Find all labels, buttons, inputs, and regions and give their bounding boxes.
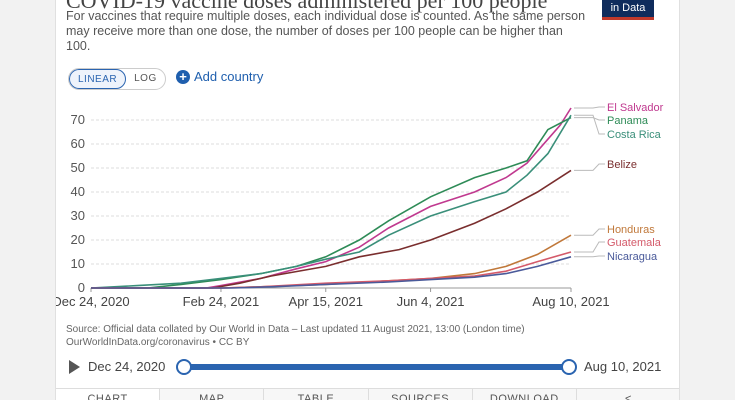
- tab-map[interactable]: MAP: [160, 389, 265, 400]
- timeline-end-label: Aug 10, 2021: [584, 359, 662, 374]
- y-tick-label: 40: [71, 184, 85, 199]
- timeline-start-handle[interactable]: [176, 359, 192, 375]
- series-label: Costa Rica: [607, 129, 662, 141]
- y-tick-label: 30: [71, 208, 85, 223]
- series-label: Belize: [607, 159, 637, 171]
- series-label: Honduras: [607, 224, 655, 236]
- series-label: Panama: [607, 115, 649, 127]
- legend-connector: [574, 106, 605, 109]
- chart-card: COVID-19 vaccine doses administered per …: [55, 0, 680, 400]
- tab-share[interactable]: <: [576, 389, 679, 400]
- series-line: [91, 234, 572, 289]
- line-chart[interactable]: 0 10 20 30 40 50 60 70 Dec 24, 2020 Feb 24, 2021 A…: [56, 100, 680, 318]
- legend-connector: [574, 255, 605, 258]
- x-tick-label: Dec 24, 2020: [56, 294, 130, 309]
- y-tick-label: 50: [71, 160, 85, 175]
- legend-connector: [574, 241, 605, 253]
- tab-bar: CHART MAP TABLE SOURCES DOWNLOAD <: [56, 388, 679, 400]
- chart-title: COVID-19 vaccine doses administered per …: [66, 0, 548, 13]
- source-note: Source: Official data collated by Our Wo…: [66, 323, 626, 349]
- series-line: [91, 116, 572, 289]
- add-country-label: Add country: [194, 69, 264, 84]
- share-icon: <: [624, 393, 632, 400]
- series-line: [91, 107, 572, 289]
- legend-connector: [574, 117, 605, 121]
- timeline-track[interactable]: [184, 364, 569, 370]
- y-tick-label: 60: [71, 136, 85, 151]
- tab-download[interactable]: DOWNLOAD: [472, 389, 577, 400]
- timeline: Dec 24, 2020 Aug 10, 2021: [66, 358, 676, 378]
- y-tick-label: 0: [78, 280, 85, 295]
- y-tick-label: 20: [71, 232, 85, 247]
- series-line: [90, 114, 572, 289]
- timeline-start-label: Dec 24, 2020: [88, 359, 166, 374]
- chart-subtitle: For vaccines that require multiple doses…: [66, 9, 586, 53]
- source-line-1: Source: Official data collated by Our Wo…: [66, 324, 525, 335]
- log-button[interactable]: LOG: [134, 73, 157, 84]
- x-tick-label: Jun 4, 2021: [397, 294, 465, 309]
- owid-logo[interactable]: in Data: [602, 0, 654, 20]
- x-tick-label: Feb 24, 2021: [183, 294, 260, 309]
- source-line-2[interactable]: OurWorldInData.org/coronavirus • CC BY: [66, 337, 250, 348]
- series-line: [91, 256, 572, 289]
- series-line: [91, 169, 572, 289]
- series-label: Guatemala: [607, 237, 662, 249]
- x-tick-label: Aug 10, 2021: [532, 294, 609, 309]
- y-tick-label: 10: [71, 256, 85, 271]
- tab-table[interactable]: TABLE: [264, 389, 369, 400]
- legend-connector: [574, 163, 605, 171]
- linear-button[interactable]: LINEAR: [69, 69, 127, 89]
- play-icon[interactable]: [69, 360, 80, 374]
- tab-chart[interactable]: CHART: [56, 389, 161, 400]
- legend-connector: [574, 228, 605, 236]
- y-tick-label: 70: [71, 112, 85, 127]
- x-tick-label: Apr 15, 2021: [289, 294, 363, 309]
- tab-sources[interactable]: SOURCES: [368, 389, 473, 400]
- series-label: El Salvador: [607, 102, 664, 114]
- plus-circle-icon: +: [176, 69, 190, 84]
- series-label: Nicaragua: [607, 251, 658, 263]
- legend-connector: [574, 114, 605, 135]
- scale-toggle[interactable]: LINEAR LOG: [68, 68, 166, 90]
- timeline-end-handle[interactable]: [561, 359, 577, 375]
- add-country-button[interactable]: + Add country: [176, 69, 263, 84]
